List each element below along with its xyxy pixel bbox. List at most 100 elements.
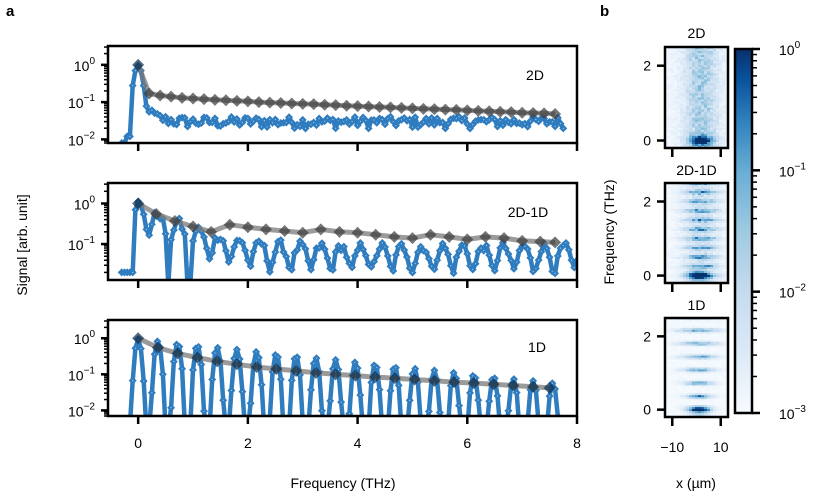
signal-marker-dot [271, 371, 274, 373]
heatmap-cell [689, 89, 693, 92]
heatmap-cell [698, 359, 702, 362]
heatmap-cell [689, 367, 693, 370]
heatmap-cell [683, 251, 687, 254]
heatmap-cell [695, 219, 699, 222]
heatmap-cell [695, 413, 699, 416]
heatmap-cell [698, 57, 702, 60]
heatmap-cell [719, 385, 723, 388]
heatmap-cell [713, 243, 717, 246]
heatmap-cell [698, 221, 702, 224]
heatmap-cell [689, 61, 693, 64]
signal-marker [419, 425, 427, 433]
heatmap-cell [707, 51, 711, 54]
heatmap-cell [689, 319, 693, 323]
heatmap-cell [695, 225, 699, 228]
heatmap-cell [665, 363, 669, 366]
heatmap-cell [692, 81, 696, 84]
signal-marker-dot [293, 252, 296, 254]
y-tick-label: 100 [74, 56, 96, 74]
heatmap-cell [701, 233, 705, 236]
heatmap-cell [680, 109, 684, 112]
heatmap-cell [695, 81, 699, 84]
heatmap-cell [695, 69, 699, 72]
heatmap-cell [671, 335, 675, 339]
signal-marker-dot [389, 265, 392, 267]
heatmap-cell [692, 323, 696, 327]
heatmap-cell [668, 327, 672, 331]
signal-marker-dot [327, 429, 328, 430]
heatmap-cell [671, 391, 675, 394]
heatmap-cell [722, 201, 726, 204]
heatmap-cell [719, 71, 723, 74]
heatmap-cell [725, 199, 729, 202]
heatmap-cell [668, 69, 672, 72]
heatmap-cell [686, 323, 690, 327]
heatmap-cell [677, 395, 681, 398]
heatmap-cell [701, 53, 705, 56]
heatmap-cell [680, 265, 684, 268]
heatmap-cell [707, 267, 711, 270]
heatmap-cell [677, 185, 681, 188]
heatmap-cell [680, 345, 684, 348]
y-tick-label-exponent: −1 [84, 93, 96, 104]
heatmap-cell [704, 117, 708, 121]
heatmap-cell [719, 223, 723, 226]
heatmap-cell [692, 397, 696, 400]
heatmap-cell [665, 81, 669, 84]
heatmap-cell [683, 361, 687, 364]
heatmap-cell [713, 339, 717, 343]
heatmap-cell [695, 391, 699, 394]
envelope-marker [318, 98, 331, 111]
heatmap-cell [722, 195, 726, 198]
heatmap-cell [683, 69, 687, 72]
heatmap-cell [689, 111, 693, 114]
heatmap-cell [689, 55, 693, 58]
signal-marker-dot [346, 119, 348, 121]
heatmap-cell [698, 129, 702, 133]
heatmap-cell [665, 269, 669, 272]
signal-marker-dot [250, 402, 252, 404]
heatmap-cell [701, 119, 705, 123]
heatmap-cell [713, 235, 717, 238]
heatmap-cell [692, 279, 696, 282]
envelope-marker [395, 101, 408, 114]
heatmap-cell [722, 83, 726, 86]
heatmap-cell [713, 335, 717, 339]
heatmap-cell [725, 225, 729, 228]
signal-marker [482, 425, 490, 433]
heatmap-cell [692, 371, 696, 374]
envelope-marker [369, 371, 382, 384]
heatmap-cell [713, 249, 717, 252]
heatmap-cell [701, 217, 705, 220]
heatmap-cell [707, 407, 711, 410]
signal-marker-dot [296, 249, 298, 251]
heatmap-cell [689, 235, 693, 238]
signal-marker-dot [351, 266, 353, 268]
heatmap-cell [710, 71, 714, 74]
signal-marker-dot [211, 252, 213, 254]
heatmap-cell [716, 401, 720, 404]
envelope-marker [362, 100, 375, 113]
heatmap-cell [674, 79, 678, 82]
heatmap-cell [695, 267, 699, 270]
heatmap-cell [713, 97, 717, 100]
heatmap-cell [704, 409, 708, 412]
heatmap-cell [701, 357, 705, 360]
heatmap-cell [671, 367, 675, 370]
signal-marker-dot [359, 394, 361, 396]
y-axis-label-signal: Signal [arb. unit] [14, 194, 30, 295]
heatmap-cell [668, 275, 672, 278]
heatmap-cell [668, 189, 672, 192]
heatmap-cell [698, 203, 702, 206]
heatmap-cell [710, 113, 714, 116]
signal-marker [164, 425, 172, 433]
heatmap-cell [704, 375, 708, 378]
heatmap-cell [713, 363, 717, 366]
heatmap-cell [695, 199, 699, 202]
heatmap-cell [689, 211, 693, 214]
heatmap-cell [689, 81, 693, 84]
y-tick-label-base: 10 [68, 132, 84, 148]
signal-marker-dot [260, 384, 263, 386]
heatmap-cell [698, 243, 702, 246]
